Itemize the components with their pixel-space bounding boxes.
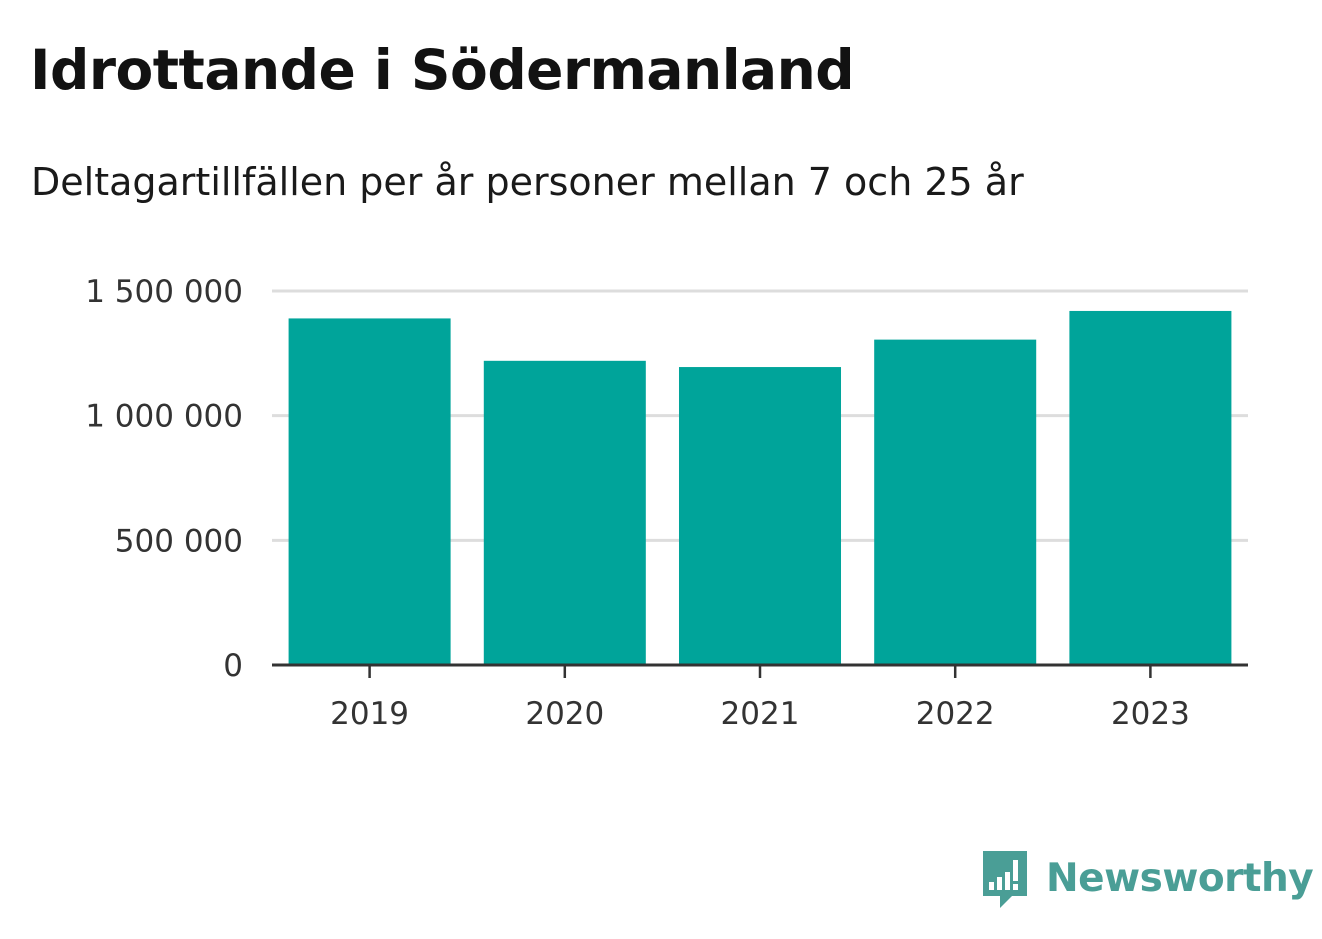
- x-tick-label: 2020: [525, 696, 604, 732]
- y-tick-label: 1 000 000: [85, 399, 243, 435]
- y-tick-label: 1 500 000: [85, 274, 243, 310]
- y-axis-ticks: 0 500 000 1 000 000 1 500 000: [85, 274, 243, 684]
- x-tick-label: 2022: [916, 696, 995, 732]
- chart-title: Idrottande i Södermanland: [30, 38, 855, 102]
- x-tick-label: 2019: [330, 696, 409, 732]
- chart-subtitle: Deltagartillfällen per år personer mella…: [31, 160, 1024, 204]
- bar-2020: [483, 360, 646, 665]
- newsworthy-logo-icon: [983, 851, 1027, 908]
- x-axis: 2019 2020 2021 2022 2023: [272, 663, 1248, 732]
- bar-2019: [288, 318, 451, 665]
- bar-2022: [874, 339, 1037, 665]
- y-tick-label: 0: [223, 648, 243, 684]
- bar-2021: [678, 367, 842, 665]
- x-tick-label: 2023: [1111, 696, 1190, 732]
- bars: [288, 310, 1232, 665]
- newsworthy-brand: Newsworthy: [980, 848, 1314, 910]
- brand-name: Newsworthy: [1046, 856, 1314, 901]
- x-tick-label: 2021: [721, 696, 800, 732]
- y-tick-label: 500 000: [115, 523, 243, 559]
- bar-2023: [1069, 310, 1232, 665]
